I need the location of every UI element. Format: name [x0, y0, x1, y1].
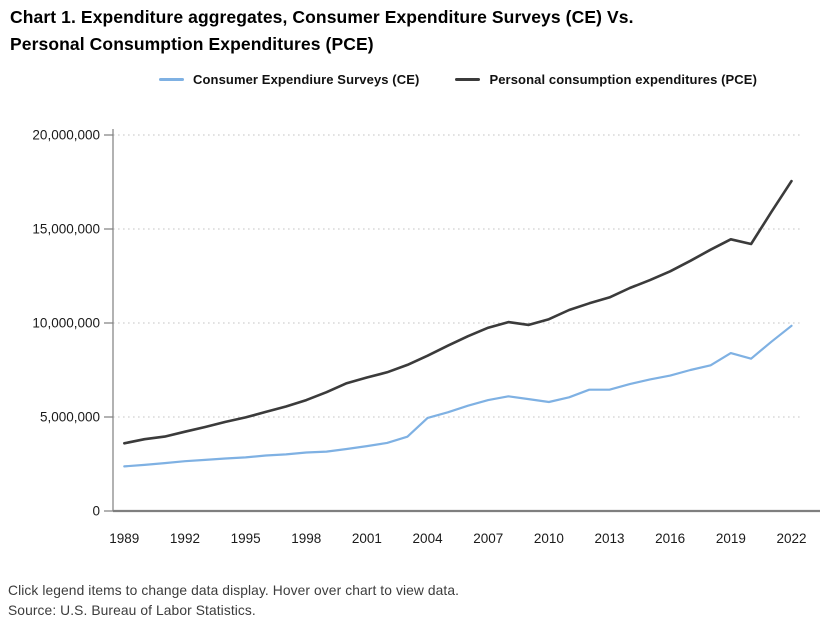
- legend-label-ce: Consumer Expendiure Surveys (CE): [193, 72, 420, 87]
- x-tick-label: 2001: [352, 531, 382, 546]
- pce-line[interactable]: [123, 179, 793, 445]
- ce-line[interactable]: [123, 324, 793, 468]
- legend-label-pce: Personal consumption expenditures (PCE): [489, 72, 757, 87]
- footer-source: Source: U.S. Bureau of Labor Statistics.: [8, 602, 256, 618]
- x-tick-label: 2007: [473, 531, 503, 546]
- x-tick-label: 2004: [413, 531, 444, 546]
- x-tick-label: 1992: [170, 531, 200, 546]
- legend-item-pce[interactable]: Personal consumption expenditures (PCE): [455, 72, 757, 87]
- y-tick-label: 5,000,000: [40, 410, 100, 425]
- x-tick-label: 1989: [109, 531, 139, 546]
- chart-footer: Click legend items to change data displa…: [8, 581, 459, 620]
- y-tick-label: 10,000,000: [32, 316, 100, 331]
- footer-instructions: Click legend items to change data displa…: [8, 583, 460, 598]
- legend-item-ce[interactable]: Consumer Expendiure Surveys (CE): [159, 72, 419, 87]
- x-tick-label: 2010: [534, 531, 564, 546]
- x-tick-label: 1998: [291, 531, 321, 546]
- x-tick-label: 1995: [231, 531, 261, 546]
- pce-line-swatch-icon: [455, 78, 481, 81]
- y-tick-label: 15,000,000: [32, 222, 100, 237]
- ce-line-swatch-icon: [159, 78, 184, 81]
- y-tick-label: 0: [92, 504, 100, 519]
- x-tick-label: 2013: [595, 531, 625, 546]
- y-tick-label: 20,000,000: [32, 128, 100, 143]
- chart-title: Chart 1. Expenditure aggregates, Consume…: [10, 4, 634, 58]
- legend: Consumer Expendiure Surveys (CE) Persona…: [113, 72, 803, 87]
- chart-title-line1: Chart 1. Expenditure aggregates, Consume…: [10, 7, 634, 27]
- x-tick-label: 2019: [716, 531, 746, 546]
- x-tick-label: 2022: [776, 531, 806, 546]
- x-tick-label: 2016: [655, 531, 685, 546]
- chart-title-line2: Personal Consumption Expenditures (PCE): [10, 34, 374, 54]
